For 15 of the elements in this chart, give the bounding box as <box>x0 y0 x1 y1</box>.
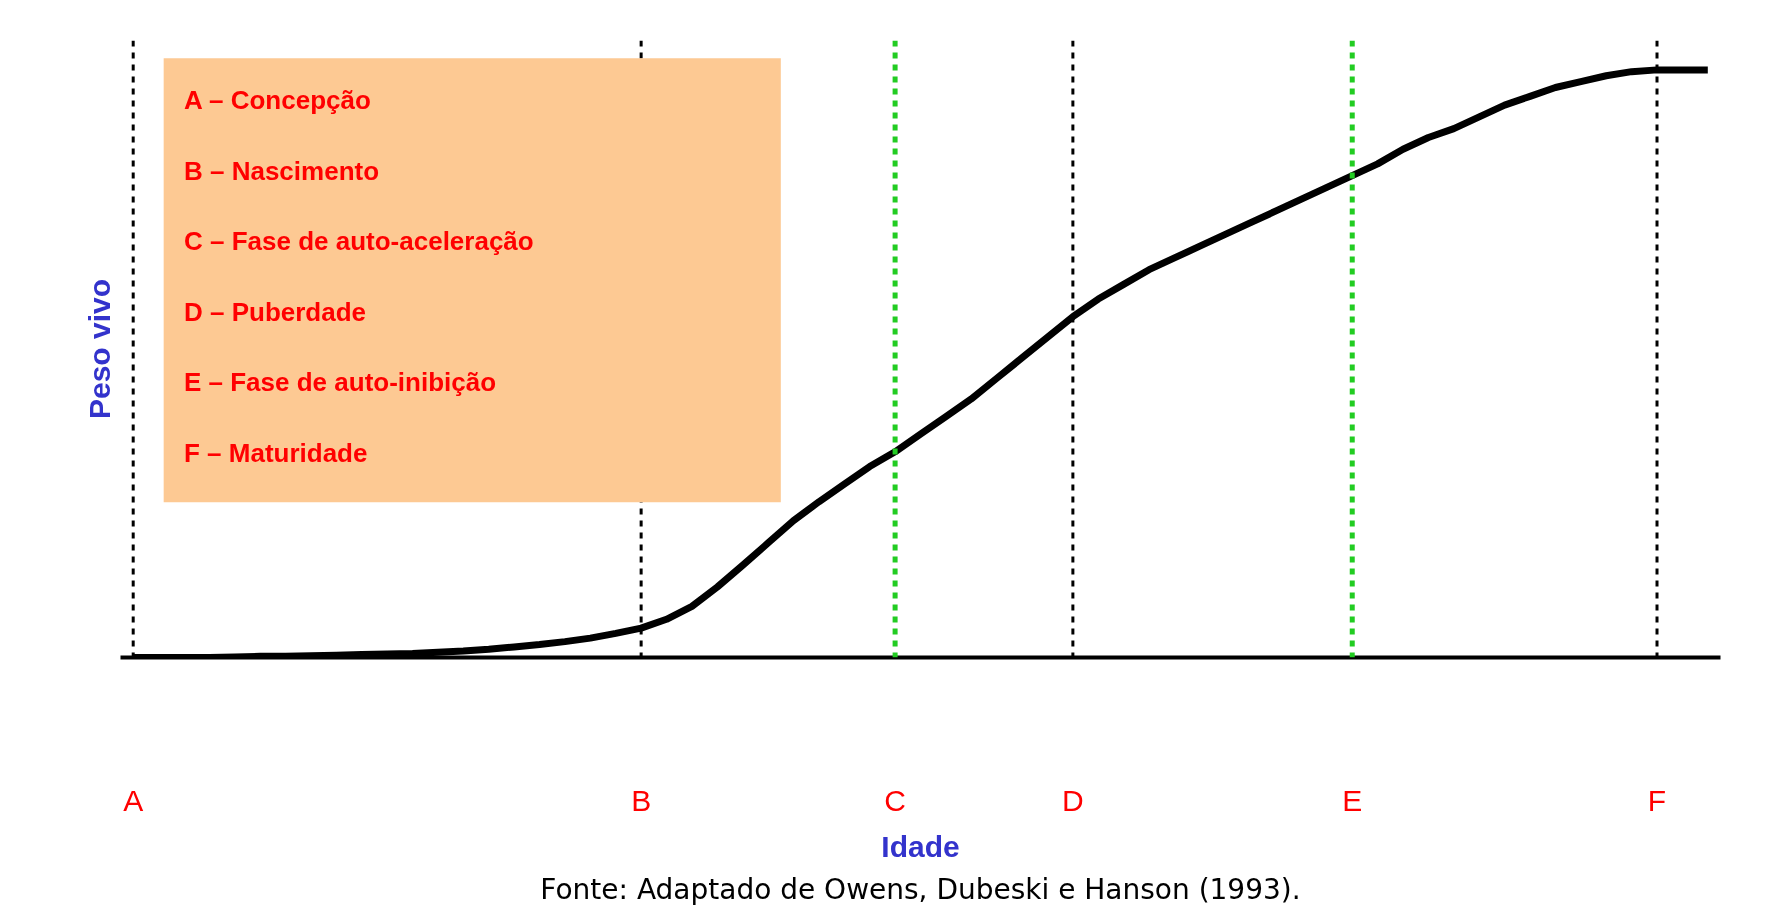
annotation: B – Nascimento <box>183 155 380 186</box>
source-note: Fonte: Adaptado de Owens, Dubeski e Hanson (1993). <box>540 872 1301 906</box>
annotation: C – Fase de auto-aceleração <box>183 226 534 257</box>
y-axis-title: Peso vivo <box>82 278 116 420</box>
annotation: D – Puberdade <box>183 296 367 327</box>
annotation: E – Fase de auto-inibição <box>183 367 497 398</box>
x-tick-label: C <box>884 783 906 817</box>
x-tick-label: A <box>123 783 144 817</box>
x-tick-label: B <box>631 783 652 817</box>
x-axis-title: Idade <box>881 829 960 863</box>
annotation: F – Maturidade <box>183 438 368 469</box>
x-tick-label: E <box>1342 783 1363 817</box>
annotation: A – Concepção <box>183 85 371 116</box>
x-tick-label: F <box>1647 783 1667 817</box>
x-tick-label: D <box>1062 783 1084 817</box>
